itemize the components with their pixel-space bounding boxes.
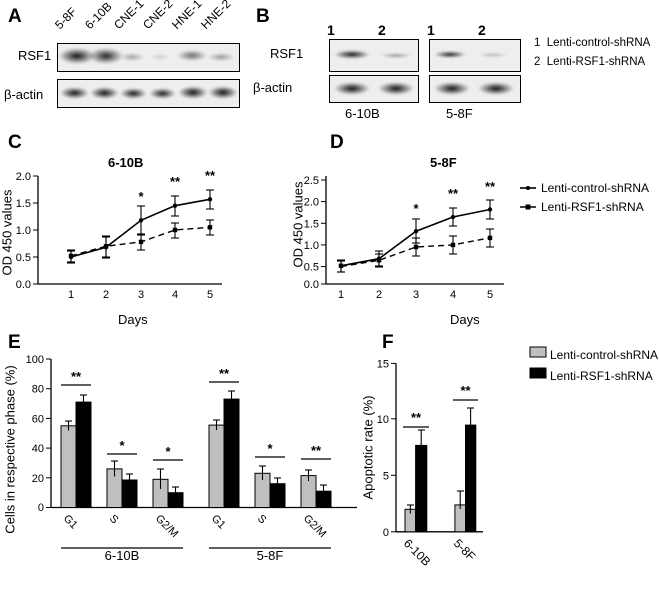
svg-text:4: 4 [172, 289, 178, 301]
svg-text:G1: G1 [61, 513, 80, 532]
svg-text:2.0: 2.0 [16, 171, 31, 183]
svg-text:3: 3 [138, 289, 144, 301]
svg-text:G2/M: G2/M [301, 513, 329, 541]
svg-text:**: ** [205, 168, 216, 183]
svg-text:*: * [119, 438, 125, 453]
svg-text:6-10B: 6-10B [105, 548, 140, 563]
svg-text:G1: G1 [209, 513, 228, 532]
svg-text:G2/M: G2/M [153, 513, 181, 541]
svg-text:**: ** [411, 410, 422, 425]
svg-text:**: ** [170, 174, 181, 189]
svg-text:5: 5 [207, 289, 213, 301]
svg-text:20: 20 [32, 473, 44, 485]
svg-text:*: * [267, 441, 273, 456]
svg-text:*: * [165, 444, 171, 459]
svg-text:0.5: 0.5 [16, 252, 31, 264]
svg-text:0: 0 [38, 502, 44, 514]
svg-text:1: 1 [68, 289, 74, 301]
svg-text:**: ** [219, 366, 230, 381]
svg-text:**: ** [460, 383, 471, 398]
svg-text:**: ** [311, 443, 322, 458]
svg-text:**: ** [71, 369, 82, 384]
svg-text:1.0: 1.0 [16, 225, 31, 237]
svg-text:10: 10 [377, 414, 389, 426]
svg-text:0.0: 0.0 [16, 279, 31, 291]
svg-text:5-8F: 5-8F [451, 536, 478, 563]
svg-text:0: 0 [383, 527, 389, 539]
svg-text:*: * [138, 189, 144, 204]
svg-text:60: 60 [32, 413, 44, 425]
svg-text:6-10B: 6-10B [401, 536, 434, 569]
svg-text:1.5: 1.5 [16, 198, 31, 210]
svg-text:2: 2 [103, 289, 109, 301]
svg-text:15: 15 [377, 358, 389, 370]
svg-text:5: 5 [383, 470, 389, 482]
svg-text:S: S [255, 513, 269, 527]
svg-text:80: 80 [32, 384, 44, 396]
svg-text:5-8F: 5-8F [257, 548, 284, 563]
svg-text:100: 100 [26, 354, 44, 366]
svg-text:S: S [107, 513, 121, 527]
svg-text:40: 40 [32, 443, 44, 455]
